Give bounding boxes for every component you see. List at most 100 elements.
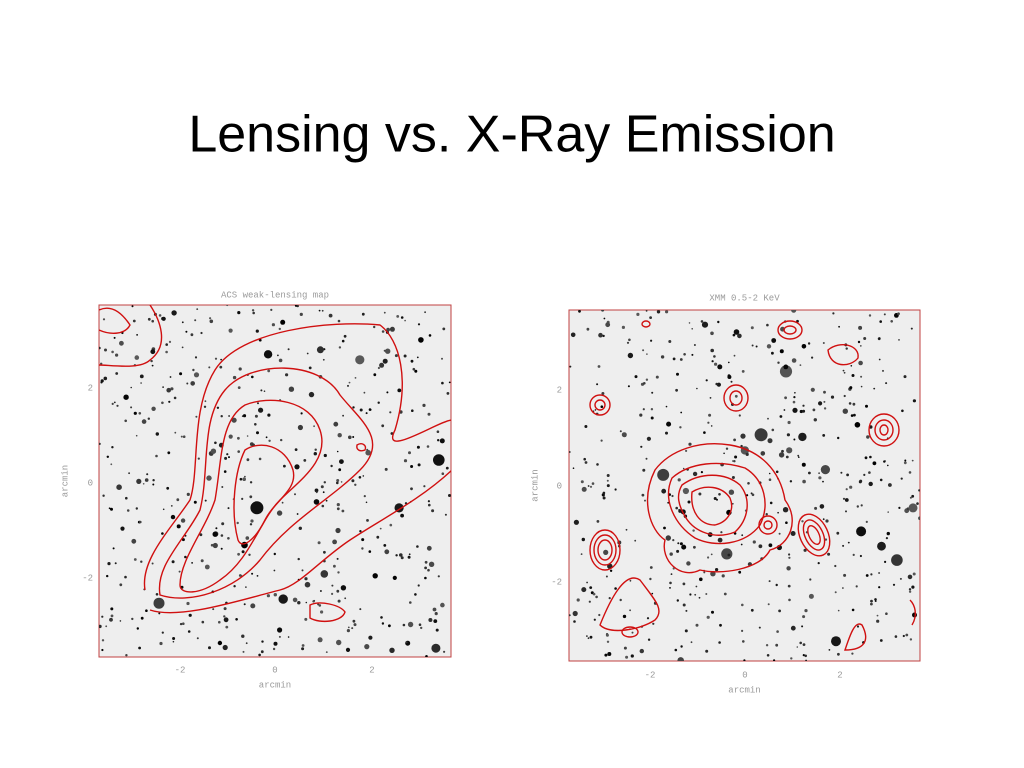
star bbox=[634, 375, 638, 379]
star bbox=[766, 654, 770, 657]
star bbox=[682, 487, 690, 495]
star bbox=[115, 372, 119, 375]
star bbox=[228, 328, 233, 333]
star bbox=[267, 413, 271, 417]
star bbox=[714, 362, 718, 366]
star bbox=[348, 435, 352, 440]
star bbox=[711, 360, 714, 363]
star bbox=[777, 361, 780, 364]
star bbox=[866, 435, 870, 439]
star bbox=[603, 317, 606, 320]
star bbox=[323, 550, 326, 554]
star bbox=[646, 353, 648, 355]
slide-title: Lensing vs. X-Ray Emission bbox=[188, 106, 835, 164]
star bbox=[850, 414, 854, 417]
star bbox=[397, 388, 402, 393]
star bbox=[280, 438, 283, 442]
star bbox=[428, 334, 432, 337]
star bbox=[431, 509, 435, 513]
star bbox=[226, 305, 229, 307]
star bbox=[640, 445, 643, 448]
star bbox=[790, 531, 796, 536]
star bbox=[573, 519, 580, 525]
star bbox=[203, 405, 207, 408]
star bbox=[337, 571, 340, 574]
star bbox=[845, 510, 847, 513]
star bbox=[228, 415, 231, 417]
star bbox=[655, 375, 659, 379]
star bbox=[445, 466, 449, 470]
star bbox=[155, 454, 158, 458]
star bbox=[259, 338, 262, 342]
star bbox=[775, 583, 778, 587]
star bbox=[619, 598, 622, 602]
star bbox=[790, 625, 796, 631]
star bbox=[316, 346, 324, 354]
star bbox=[785, 521, 788, 524]
star bbox=[900, 477, 903, 480]
star bbox=[116, 484, 122, 491]
star bbox=[338, 346, 342, 349]
star bbox=[786, 566, 791, 571]
star bbox=[304, 577, 308, 581]
star bbox=[400, 513, 404, 518]
star bbox=[737, 333, 742, 339]
star bbox=[315, 491, 318, 494]
star bbox=[769, 501, 773, 505]
star bbox=[822, 480, 824, 483]
star bbox=[707, 421, 710, 424]
star bbox=[245, 642, 248, 645]
star bbox=[158, 612, 161, 615]
star bbox=[323, 481, 326, 484]
star bbox=[441, 472, 445, 476]
star bbox=[603, 549, 609, 556]
star bbox=[741, 534, 744, 537]
star bbox=[878, 572, 881, 574]
star bbox=[793, 396, 796, 399]
star bbox=[752, 540, 756, 544]
star bbox=[222, 644, 228, 651]
star bbox=[901, 409, 904, 413]
star bbox=[878, 586, 881, 589]
star bbox=[150, 349, 156, 355]
star bbox=[621, 432, 627, 438]
star bbox=[345, 647, 351, 653]
star bbox=[441, 381, 444, 385]
star bbox=[197, 457, 200, 460]
star bbox=[403, 354, 407, 358]
star bbox=[166, 387, 171, 393]
star bbox=[437, 575, 440, 578]
star bbox=[416, 545, 419, 548]
star bbox=[278, 358, 283, 363]
star bbox=[216, 406, 220, 409]
star bbox=[801, 344, 807, 349]
star bbox=[727, 553, 731, 557]
star bbox=[728, 361, 730, 364]
star bbox=[642, 408, 645, 411]
star bbox=[256, 431, 259, 435]
star bbox=[308, 366, 312, 370]
star bbox=[710, 425, 713, 427]
x-tick-label: 2 bbox=[837, 670, 842, 680]
star bbox=[807, 342, 811, 345]
star bbox=[693, 545, 696, 549]
star bbox=[767, 438, 773, 444]
star bbox=[436, 430, 440, 434]
star bbox=[150, 359, 153, 363]
star bbox=[874, 600, 877, 602]
star bbox=[629, 579, 632, 582]
star bbox=[846, 473, 849, 477]
star bbox=[691, 353, 694, 356]
star bbox=[672, 539, 675, 542]
star bbox=[699, 577, 703, 582]
star bbox=[278, 327, 281, 331]
star bbox=[193, 500, 197, 504]
star bbox=[639, 413, 643, 417]
star bbox=[204, 499, 207, 502]
star bbox=[758, 544, 763, 549]
star bbox=[233, 585, 236, 588]
star bbox=[249, 481, 253, 484]
star bbox=[884, 560, 887, 564]
star bbox=[427, 412, 431, 416]
star bbox=[878, 358, 881, 361]
